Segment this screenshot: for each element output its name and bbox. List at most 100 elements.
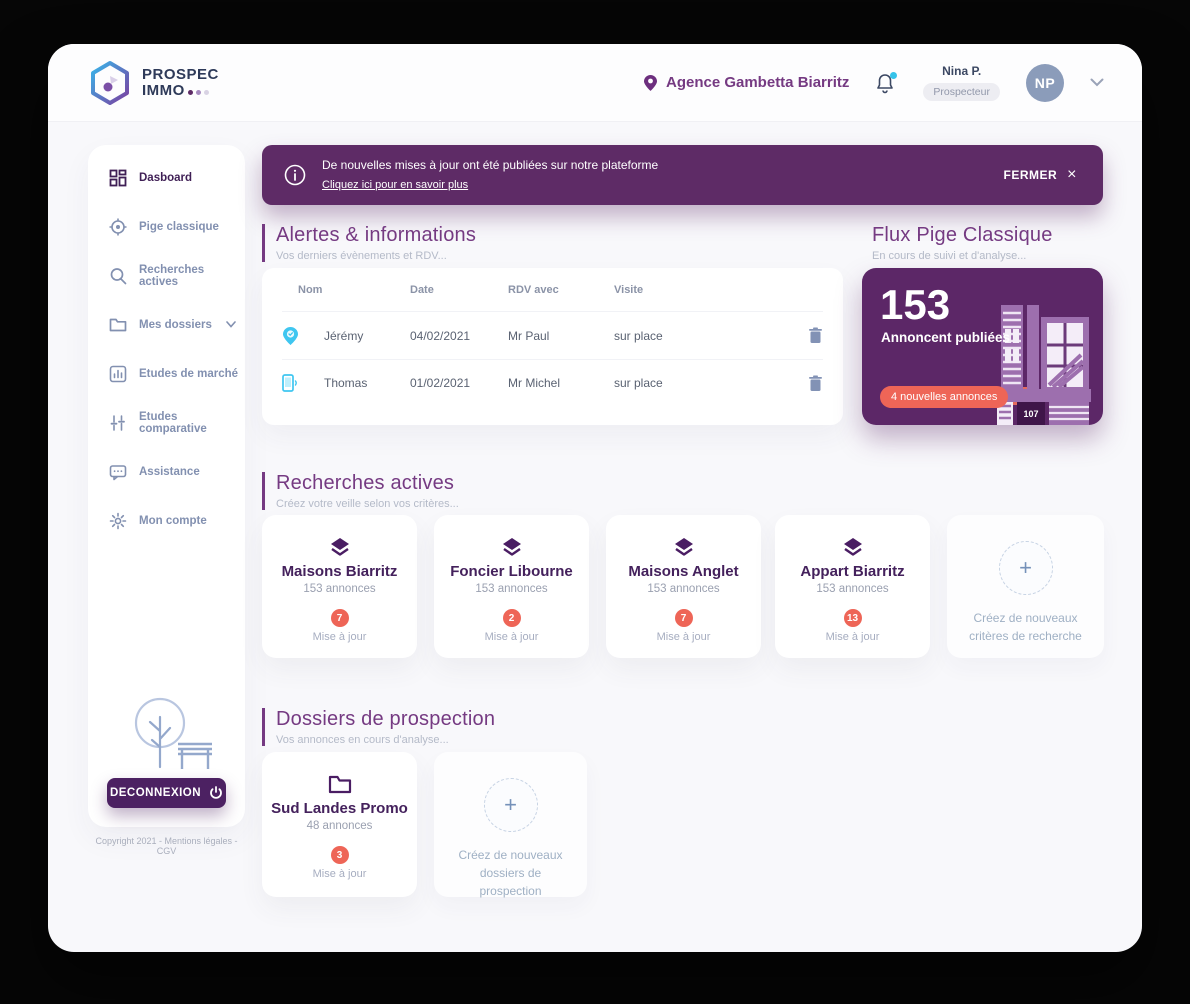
brand-line1: PROSPEC xyxy=(142,65,219,83)
sidebar-item-dashboard[interactable]: Dasboard xyxy=(88,153,245,202)
chevron-down-icon[interactable] xyxy=(1090,78,1104,87)
update-label: Mise à jour xyxy=(825,631,880,643)
col-visite: Visite xyxy=(614,283,644,296)
flux-count: 153 xyxy=(880,281,951,328)
sidebar: Dasboard Pige classique Recherches activ… xyxy=(88,145,245,827)
search-card-name: Appart Biarritz xyxy=(800,563,905,580)
search-card-count: 153 annonces xyxy=(303,583,376,595)
update-label: Mise à jour xyxy=(312,868,367,880)
trash-icon[interactable] xyxy=(808,375,823,392)
search-card-count: 153 annonces xyxy=(475,583,548,595)
notification-bell-icon[interactable] xyxy=(875,71,898,94)
search-card-name: Maisons Biarritz xyxy=(281,563,398,580)
search-card-count: 153 annonces xyxy=(647,583,720,595)
col-nom: Nom xyxy=(298,283,323,296)
update-label: Mise à jour xyxy=(656,631,711,643)
alerts-table: Nom Date RDV avec Visite Jérémy 04/02/20… xyxy=(262,268,843,425)
folder-icon xyxy=(328,775,351,794)
row-rdv: Mr Michel xyxy=(508,376,561,390)
row-visite: sur place xyxy=(614,328,663,343)
update-count-badge: 7 xyxy=(330,609,349,627)
tree-illustration xyxy=(88,697,245,780)
update-count-badge: 3 xyxy=(330,846,349,864)
power-icon xyxy=(210,786,222,799)
plus-icon: + xyxy=(504,792,517,817)
flux-title: Flux Pige Classique xyxy=(872,224,1053,246)
folder-card[interactable]: Sud Landes Promo 48 annonces 3 Mise à jo… xyxy=(262,752,417,897)
sidebar-item-mes-dossiers[interactable]: Mes dossiers xyxy=(88,300,245,349)
user-name: Nina P. xyxy=(942,64,982,78)
folders-subtitle: Vos annonces en cours d'analyse... xyxy=(276,734,449,746)
avatar[interactable]: NP xyxy=(1026,63,1064,102)
sidebar-item-recherches-actives[interactable]: Recherches actives xyxy=(88,251,245,300)
brand-logo: PROSPEC IMMO xyxy=(88,60,219,106)
update-count-badge: 7 xyxy=(674,609,693,627)
alerts-title: Alertes & informations xyxy=(276,224,477,246)
search-icon xyxy=(110,267,127,284)
gear-icon xyxy=(109,512,127,529)
user-role-badge: Prospecteur xyxy=(923,83,1000,101)
logout-button[interactable]: DECONNEXION xyxy=(107,778,226,808)
cgv-link[interactable]: CGV xyxy=(156,846,177,856)
new-announcements-badge: 4 nouvelles annonces xyxy=(880,386,1009,408)
sidebar-item-etudes-de-marche[interactable]: Etudes de marché xyxy=(88,349,245,398)
logout-label: DECONNEXION xyxy=(109,787,202,799)
col-rdv: RDV avec xyxy=(508,283,559,296)
table-row[interactable]: Jérémy 04/02/2021 Mr Paul sur place xyxy=(282,312,823,359)
user-block[interactable]: Nina P. Prospecteur xyxy=(923,64,1000,101)
banner-message: De nouvelles mises à jour ont été publié… xyxy=(322,157,659,172)
folder-card-name: Sud Landes Promo xyxy=(271,800,408,817)
flux-pige-card[interactable]: 107 153 Annoncent publiées 4 nouvelles a… xyxy=(862,268,1103,425)
sidebar-item-label: Etudes comparative xyxy=(139,410,207,435)
hexagon-logo-icon xyxy=(91,60,129,105)
update-count-badge: 2 xyxy=(502,609,521,627)
flux-subtitle: En cours de suivi et d'analyse... xyxy=(872,250,1027,262)
plus-circle: + xyxy=(998,541,1053,595)
sidebar-item-label: Recherches actives xyxy=(139,263,205,288)
sidebar-item-label: Pige classique xyxy=(139,220,219,233)
layers-icon xyxy=(843,538,862,556)
notification-dot xyxy=(890,71,898,79)
banner-close-button[interactable]: FERMER × xyxy=(1003,166,1077,184)
map-pin-icon xyxy=(283,326,298,345)
layers-icon xyxy=(502,538,521,556)
search-card[interactable]: Maisons Biarritz 153 annonces 7 Mise à j… xyxy=(262,515,417,658)
location-pin-icon xyxy=(643,74,657,91)
col-date: Date xyxy=(410,283,434,296)
trash-icon[interactable] xyxy=(808,327,823,344)
sidebar-item-label: Mes dossiers xyxy=(139,318,212,331)
update-label: Mise à jour xyxy=(312,631,367,643)
update-label: Mise à jour xyxy=(484,631,539,643)
mentions-legales-link[interactable]: Mentions légales xyxy=(164,836,233,846)
table-row[interactable]: Thomas 01/02/2021 Mr Michel sur place xyxy=(282,359,823,406)
agency-name: Agence Gambetta Biarritz xyxy=(665,74,850,91)
alerts-subtitle: Vos derniers évènements et RDV... xyxy=(276,250,447,262)
plus-circle: + xyxy=(483,778,538,832)
sidebar-item-pige-classique[interactable]: Pige classique xyxy=(88,202,245,251)
agency-selector[interactable]: Agence Gambetta Biarritz xyxy=(643,74,849,92)
row-date: 04/02/2021 xyxy=(410,328,471,343)
folder-icon xyxy=(109,318,127,331)
search-card[interactable]: Foncier Libourne 153 annonces 2 Mise à j… xyxy=(434,515,589,658)
row-date: 01/02/2021 xyxy=(410,376,471,390)
create-search-card[interactable]: + Créez de nouveaux critères de recherch… xyxy=(947,515,1104,658)
sidebar-item-label: Assistance xyxy=(139,465,200,478)
phone-icon xyxy=(282,374,297,392)
brand-line2: IMMO xyxy=(142,81,185,99)
sidebar-item-mon-compte[interactable]: Mon compte xyxy=(88,496,245,545)
copyright-separator: - xyxy=(232,836,238,846)
create-folder-card[interactable]: + Créez de nouveaux dossiers de prospect… xyxy=(434,752,587,898)
bar-chart-icon xyxy=(109,365,127,382)
searches-section-head: Recherches actives Créez votre veille se… xyxy=(262,472,459,510)
sidebar-item-assistance[interactable]: Assistance xyxy=(88,447,245,496)
layers-icon xyxy=(674,538,693,556)
folders-title: Dossiers de prospection xyxy=(276,708,496,730)
table-header-row: Nom Date RDV avec Visite xyxy=(282,268,823,312)
sidebar-item-etudes-comparative[interactable]: Etudes comparative xyxy=(88,398,245,447)
banner-link[interactable]: Cliquez ici pour en savoir plus xyxy=(322,178,469,191)
search-card[interactable]: Maisons Anglet 153 annonces 7 Mise à jou… xyxy=(606,515,761,658)
brand-dots xyxy=(185,82,209,99)
searches-subtitle: Créez votre veille selon vos critères... xyxy=(276,498,459,510)
search-card[interactable]: Appart Biarritz 153 annonces 13 Mise à j… xyxy=(775,515,930,658)
flux-count-label: Annoncent publiées xyxy=(881,330,1011,345)
